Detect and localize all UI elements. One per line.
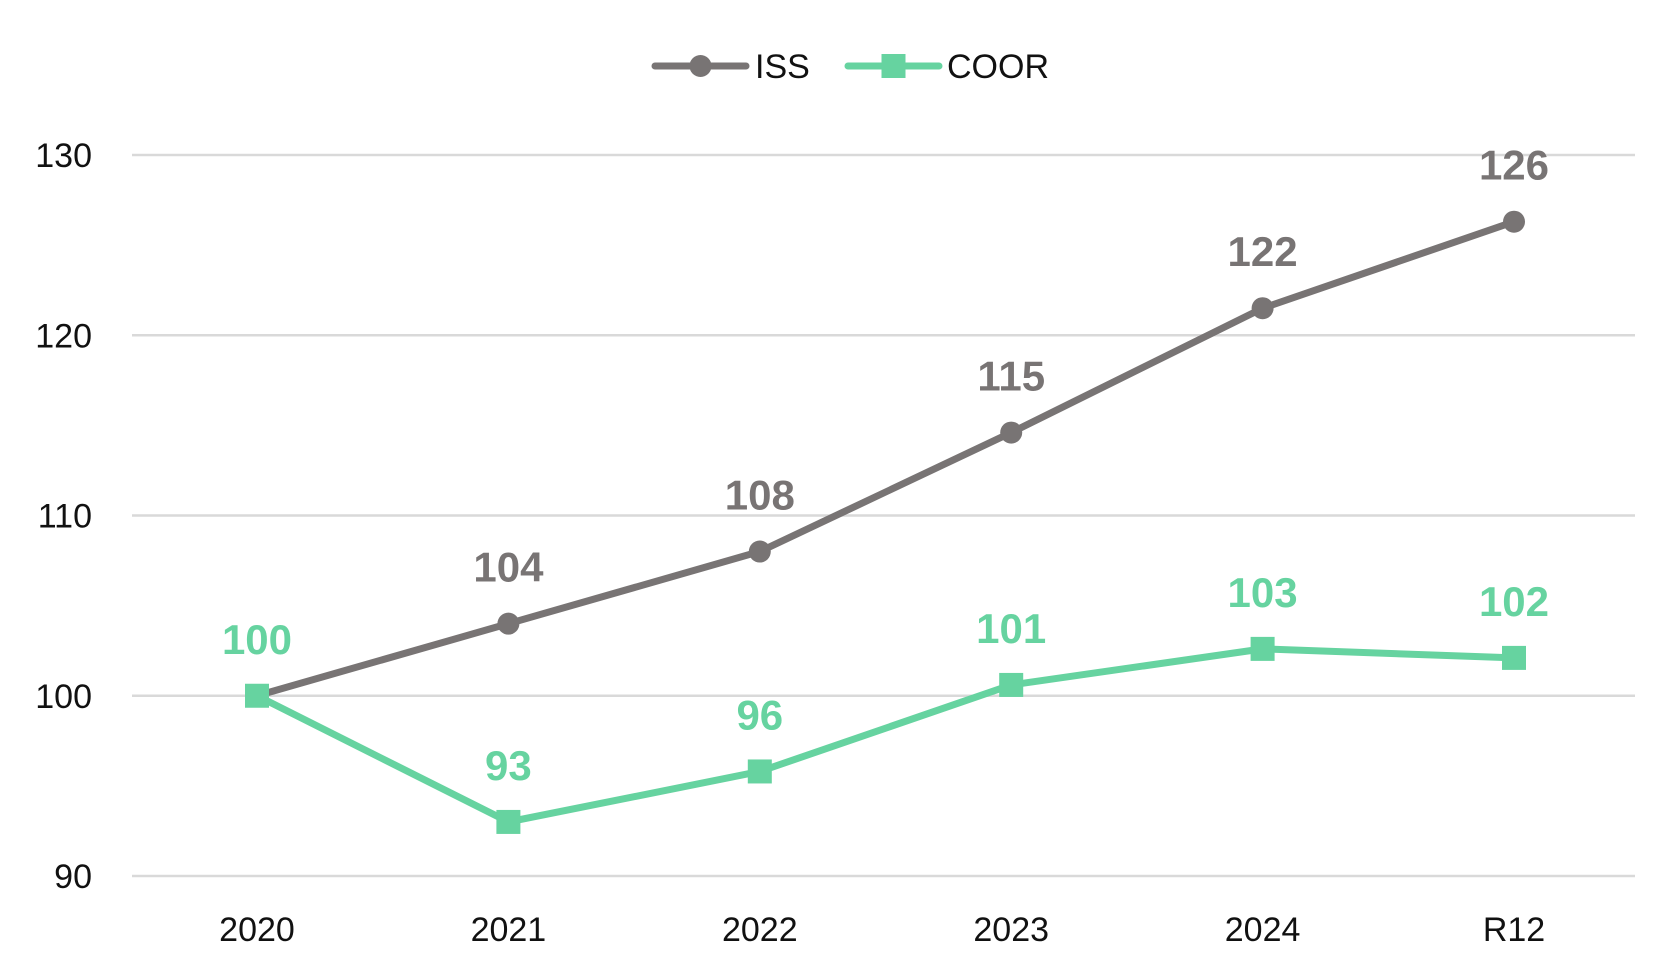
coor-data-label: 100 (222, 616, 292, 663)
x-axis-ticks: 2020 2021 2022 2023 2024 R12 (219, 911, 1545, 949)
coor-point (747, 759, 772, 784)
legend-label-coor: COOR (947, 48, 1049, 86)
coor-point (245, 683, 269, 708)
legend-label-iss: ISS (755, 48, 810, 86)
coor-point (1502, 645, 1526, 670)
coor-data-label: 96 (736, 691, 783, 738)
y-axis-ticks: 90 100 110 120 130 (35, 137, 92, 896)
y-tick-label: 100 (35, 678, 92, 716)
coor-data-label: 93 (485, 742, 532, 789)
x-tick-label: 2023 (973, 911, 1049, 949)
series-line-coor (253, 645, 1518, 826)
x-tick-label: 2022 (722, 911, 798, 949)
data-labels: 104 108 115 122 126 100 93 96 101 103 102 (222, 142, 1549, 789)
iss-point (1000, 421, 1023, 444)
coor-point (496, 809, 521, 834)
legend-marker-coor (881, 54, 906, 78)
coor-data-label: 103 (1228, 569, 1298, 616)
x-tick-label: R12 (1483, 911, 1545, 949)
y-tick-label: 90 (54, 858, 92, 896)
x-tick-label: 2024 (1225, 911, 1301, 949)
iss-point (748, 540, 771, 563)
series-line-iss (253, 218, 1518, 700)
x-tick-label: 2021 (471, 911, 547, 949)
iss-point (1503, 210, 1525, 233)
legend-marker-iss (689, 55, 712, 77)
iss-point (497, 612, 520, 635)
y-tick-label: 130 (35, 137, 92, 175)
y-tick-label: 120 (35, 317, 92, 355)
legend: ISS COOR (651, 48, 1049, 86)
iss-data-label: 104 (473, 544, 544, 591)
y-tick-label: 110 (38, 498, 92, 536)
iss-data-label: 115 (977, 353, 1045, 400)
gridlines (132, 153, 1635, 878)
iss-data-label: 122 (1228, 228, 1298, 275)
coor-data-label: 102 (1479, 578, 1549, 625)
iss-point (1251, 297, 1274, 320)
coor-point (1250, 636, 1275, 661)
iss-data-label: 108 (725, 472, 795, 519)
coor-point (999, 672, 1024, 697)
iss-data-label: 126 (1479, 142, 1549, 189)
x-tick-label: 2020 (219, 911, 295, 949)
coor-data-label: 101 (976, 605, 1046, 652)
series-lines (245, 210, 1526, 834)
